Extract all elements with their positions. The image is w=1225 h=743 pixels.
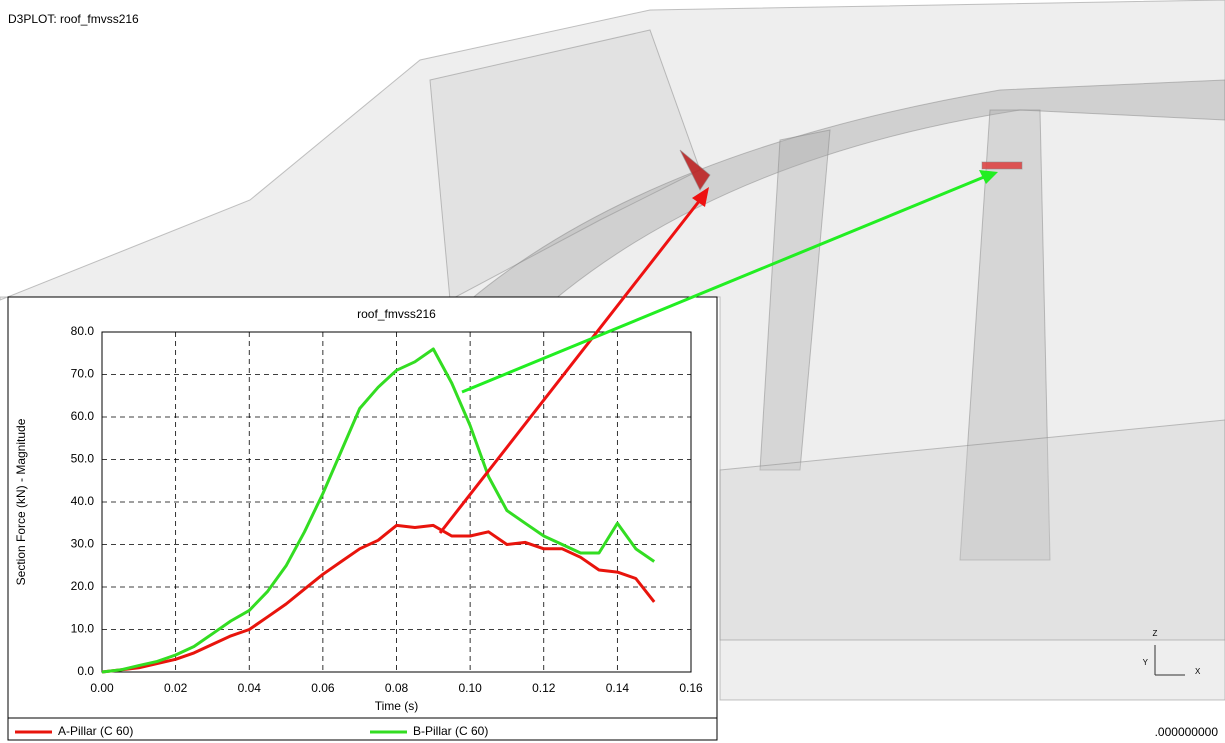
x-tick-label: 0.10 <box>458 681 482 695</box>
chart-title: roof_fmvss216 <box>357 307 436 321</box>
y-tick-label: 0.0 <box>77 664 94 678</box>
y-tick-label: 40.0 <box>71 494 95 508</box>
series-line <box>101 347 656 674</box>
series-line <box>101 523 656 674</box>
x-tick-label: 0.06 <box>311 681 335 695</box>
y-tick-label: 30.0 <box>71 537 95 551</box>
plot-frame <box>101 331 692 673</box>
arrow-head <box>692 187 709 207</box>
x-tick-label: 0.12 <box>532 681 556 695</box>
x-axis-label: Time (s) <box>375 699 419 713</box>
y-tick-label: 70.0 <box>71 367 95 381</box>
plot: roof_fmvss216 0.0 10.0 20.0 30.0 40.0 50.0 60.0… <box>14 307 703 738</box>
y-axis-label: Section Force (kN) - Magnitude <box>14 418 28 585</box>
legend-box <box>7 717 718 741</box>
y-tick-label: 20.0 <box>71 579 95 593</box>
x-tick-label: 0.00 <box>90 681 114 695</box>
x-tick-label: 0.08 <box>385 681 409 695</box>
window-title: D3PLOT: roof_fmvss216 <box>8 12 139 26</box>
y-tick-label: 10.0 <box>71 622 95 636</box>
x-tick-label: 0.16 <box>679 681 703 695</box>
arrows <box>438 170 998 534</box>
y-tick-label: 50.0 <box>71 452 95 466</box>
triad-z: Z <box>1153 629 1158 638</box>
arrow <box>461 175 985 394</box>
time-display: .000000000 <box>1155 725 1219 739</box>
arrow <box>438 199 702 534</box>
triad-x: X <box>1195 667 1201 676</box>
x-tick-label: 0.02 <box>164 681 188 695</box>
plot-window <box>7 296 718 741</box>
x-tick-label: 0.04 <box>238 681 262 695</box>
legend-label: B-Pillar (C 60) <box>413 724 488 738</box>
y-tick-label: 60.0 <box>71 409 95 423</box>
axis-triad <box>1154 645 1185 676</box>
legend-label: A-Pillar (C 60) <box>58 724 133 738</box>
y-tick-label: 80.0 <box>71 324 95 338</box>
triad-y: Y <box>1143 658 1149 667</box>
x-tick-label: 0.14 <box>606 681 630 695</box>
arrow-head <box>979 170 998 184</box>
